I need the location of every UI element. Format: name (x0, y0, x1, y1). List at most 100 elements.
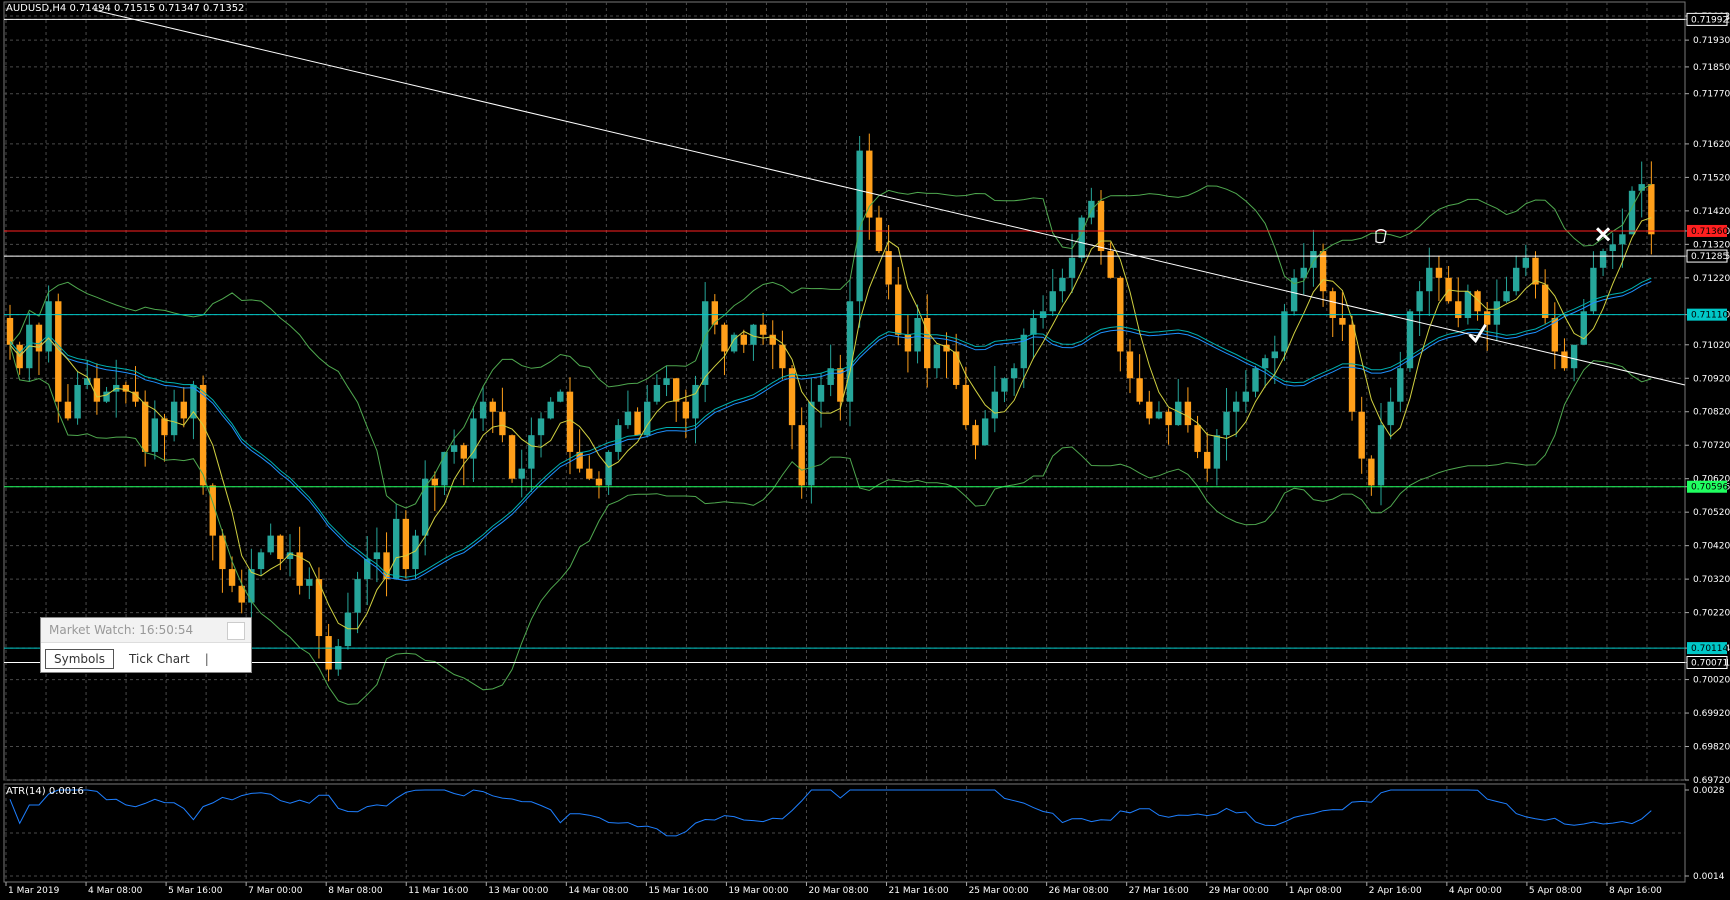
candle-body (953, 351, 960, 385)
time-tick-label: 19 Mar 00:00 (728, 886, 788, 896)
time-tick-label: 5 Apr 08:00 (1529, 886, 1582, 896)
candle-body (180, 401, 187, 419)
price-tick-label: 0.70720 (1693, 441, 1730, 451)
candle-body (132, 391, 139, 402)
price-tick-label: 0.70620 (1693, 475, 1730, 485)
candle-body (653, 384, 661, 402)
price-tick-label: 0.70520 (1693, 508, 1730, 518)
candle-body (1358, 411, 1365, 459)
candle-body (1435, 267, 1443, 278)
candle-body (721, 324, 728, 352)
candle-body (933, 344, 941, 369)
candle-body (586, 468, 593, 479)
candle-body (1001, 378, 1008, 392)
candle-body (788, 368, 796, 426)
time-tick-label: 25 Mar 00:00 (969, 886, 1029, 896)
candle-body (595, 478, 603, 486)
candle-body (537, 418, 545, 436)
candle-body (238, 585, 245, 603)
price-tick-label: 0.70320 (1693, 575, 1730, 585)
candle-body (682, 401, 690, 419)
candle-body (605, 451, 612, 486)
market-watch-window[interactable]: Market Watch: 16:50:54 Symbols Tick Char… (40, 617, 252, 673)
price-tick-label: 0.71770 (1693, 90, 1730, 100)
candle-body (1387, 401, 1394, 426)
candle-body (170, 401, 178, 436)
candle-body (914, 318, 921, 352)
atr-tick-label: 0.0014 (1693, 872, 1725, 882)
atr-line (9, 789, 1652, 837)
candle-body (248, 569, 255, 603)
candle-body (450, 445, 458, 452)
candle-body (1561, 351, 1568, 369)
candle-body (1030, 318, 1037, 335)
price-tick-label: 0.71850 (1693, 63, 1730, 73)
price-tick-label: 0.69920 (1693, 709, 1730, 719)
candle-body (576, 451, 583, 469)
candle-body (354, 579, 361, 613)
candle-body (286, 552, 294, 560)
candle-body (402, 518, 410, 570)
candle-body (421, 478, 429, 536)
tab-tick-chart[interactable]: Tick Chart (129, 652, 190, 666)
candle-body (55, 301, 62, 402)
candle-body (431, 478, 439, 486)
price-tick-label: 0.71320 (1693, 240, 1730, 250)
price-level-label: 0.71992 (1691, 15, 1728, 25)
candle-body (364, 559, 371, 580)
candle-body (64, 401, 72, 419)
time-tick-label: 14 Mar 08:00 (568, 886, 628, 896)
candle-body (837, 368, 844, 402)
price-level-badge (1686, 12, 1728, 26)
candle-body (1599, 251, 1607, 268)
price-level-label: 0.70071 (1691, 658, 1728, 668)
candle-body (711, 301, 718, 325)
candle-body (45, 301, 52, 352)
candle-body (122, 384, 130, 392)
atr-indicator-title: ATR(14) 0.0016 (6, 786, 84, 797)
candle-body (1570, 344, 1578, 369)
tab-separator: | (204, 652, 209, 666)
candle-body (373, 552, 381, 560)
cross-marker-icon (1596, 227, 1611, 242)
time-tick-label: 7 Mar 00:00 (248, 886, 303, 896)
candle-body (1010, 368, 1018, 379)
candle-body (1474, 291, 1481, 312)
close-icon[interactable] (227, 622, 245, 640)
candle-body (740, 334, 747, 345)
candle-body (1464, 291, 1472, 318)
candle-body (257, 552, 265, 570)
market-watch-header[interactable]: Market Watch: 16:50:54 (41, 618, 251, 643)
candle-body (335, 646, 342, 670)
tab-symbols[interactable]: Symbols (45, 649, 114, 669)
price-level-label: 0.71110 (1691, 311, 1728, 321)
candle-body (1319, 251, 1327, 292)
candle-body (547, 401, 554, 419)
candle-body (508, 435, 516, 479)
candle-body (228, 569, 236, 586)
time-tick-label: 4 Apr 00:00 (1449, 886, 1502, 896)
candle-body (1551, 318, 1558, 352)
candle-body (1126, 351, 1134, 379)
candle-body (1204, 451, 1211, 469)
candle-body (808, 401, 815, 486)
time-tick-label: 11 Mar 16:00 (408, 886, 468, 896)
time-tick-label: 4 Mar 08:00 (88, 886, 143, 896)
time-tick-label: 20 Mar 08:00 (808, 886, 868, 896)
candle-body (1416, 291, 1423, 312)
candle-body (1078, 217, 1085, 258)
candle-body (701, 301, 709, 385)
price-tick-label: 0.70420 (1693, 542, 1730, 552)
candle-body (846, 301, 854, 402)
price-level-badge (1687, 480, 1727, 493)
candle-body (895, 284, 902, 335)
chart-title: AUDUSD,H4 0.71494 0.71515 0.71347 0.7135… (6, 3, 245, 14)
price-tick-label: 0.69820 (1693, 743, 1730, 753)
candle-body (199, 384, 207, 486)
price-level-label: 0.71360 (1691, 227, 1728, 237)
candle-body (1609, 244, 1616, 252)
candle-body (6, 318, 14, 345)
candle-body (1406, 311, 1414, 369)
time-tick-label: 5 Mar 16:00 (168, 886, 223, 896)
